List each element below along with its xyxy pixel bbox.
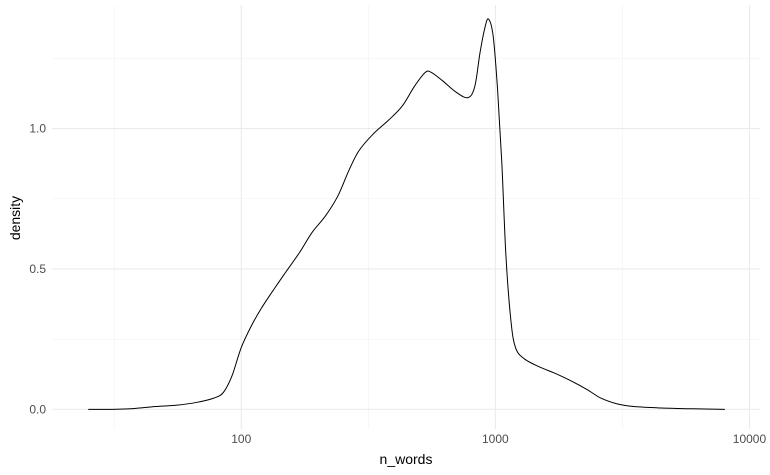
x-tick-label: 1000	[482, 432, 509, 446]
x-tick-label: 100	[231, 432, 251, 446]
series-layer	[88, 18, 725, 410]
major-gridlines	[52, 5, 760, 429]
x-axis-title: n_words	[380, 451, 433, 467]
y-tick-label: 0.5	[29, 262, 46, 276]
x-tick-label: 10000	[733, 432, 767, 446]
density-curve	[88, 18, 725, 410]
y-axis-tick-labels: 0.0 0.5 1.0	[29, 122, 46, 417]
y-tick-label: 1.0	[29, 122, 46, 136]
x-axis-tick-labels: 100 1000 10000	[231, 432, 766, 446]
minor-gridlines	[52, 5, 760, 429]
plot-panel	[52, 5, 760, 429]
y-axis-title: density	[7, 196, 23, 240]
y-tick-label: 0.0	[29, 402, 46, 416]
